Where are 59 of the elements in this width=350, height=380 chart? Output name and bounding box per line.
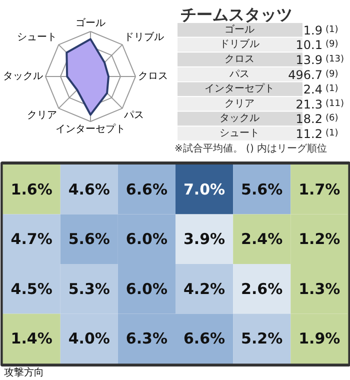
category-label: クリア — [224, 98, 254, 110]
data-label: (9) — [326, 69, 338, 80]
data-label: 1.6% — [10, 180, 52, 198]
data-label: 496.7 — [288, 68, 323, 82]
data-label: 6.0% — [126, 230, 168, 248]
data-label: 1.9% — [298, 330, 340, 348]
data-label: 2.4 — [303, 82, 323, 97]
data-label: 10.1 — [296, 38, 322, 52]
category-label: パス — [228, 68, 250, 80]
category-label: ゴール — [224, 23, 254, 36]
data-label: 6.6% — [183, 330, 226, 348]
data-label: 1.3% — [298, 280, 340, 298]
data-label: 5.6% — [68, 230, 110, 248]
data-label: 6.0% — [126, 280, 168, 298]
spoke-label: ゴール — [76, 16, 106, 29]
spoke-label: タックル — [2, 71, 43, 82]
annotation: 攻撃方向 — [4, 366, 44, 379]
data-label: 5.2% — [241, 330, 283, 348]
data-label: (1) — [326, 84, 338, 94]
data-label: (1) — [326, 24, 338, 35]
text: チームスタッツ — [180, 5, 292, 24]
spoke-label: インターセプト — [56, 123, 126, 136]
data-label: 2.4% — [241, 230, 283, 248]
data-label: 7.0% — [183, 180, 226, 198]
data-label: 18.2 — [296, 112, 322, 126]
category-label: ドリブル — [220, 38, 260, 50]
data-label: (9) — [326, 40, 338, 50]
spoke-label: クロス — [138, 71, 168, 82]
category-label: クロス — [224, 54, 254, 65]
data-label: 5.3% — [68, 280, 110, 298]
data-label: 4.0% — [68, 330, 110, 348]
data-label: (13) — [326, 54, 344, 64]
data-label: 4.6% — [68, 180, 110, 198]
spoke-label: クリア — [26, 110, 57, 122]
text: ※試合平均値。 () 内はリーグ順位 — [174, 142, 328, 154]
data-label: (6) — [326, 114, 338, 124]
data-label: 5.6% — [241, 180, 283, 198]
category-label: シュート — [220, 128, 260, 139]
spoke-label: パス — [123, 110, 144, 122]
spoke-label: シュート — [16, 32, 57, 43]
data-label: 21.3 — [296, 97, 322, 112]
data-label: (1) — [326, 128, 338, 138]
data-label: 11.2 — [296, 127, 322, 141]
data-label: 13.9 — [296, 53, 322, 67]
category-label: インターセプト — [204, 82, 274, 95]
data-label: 1.7% — [298, 180, 340, 198]
data-label: 4.5% — [10, 280, 52, 298]
data-label: 1.2% — [298, 230, 340, 248]
data-label: (11) — [326, 98, 344, 109]
data-label: 1.9 — [303, 23, 323, 38]
data-label: 2.6% — [241, 280, 283, 298]
spoke-label: ドリブル — [124, 30, 164, 43]
data-label: 6.3% — [126, 330, 168, 348]
data-label: 3.9% — [183, 230, 226, 248]
data-label: 4.7% — [10, 230, 52, 248]
category-label: タックル — [220, 113, 260, 124]
data-label: 1.4% — [10, 330, 52, 348]
data-label: 6.6% — [126, 180, 168, 198]
data-label: 4.2% — [183, 280, 226, 298]
